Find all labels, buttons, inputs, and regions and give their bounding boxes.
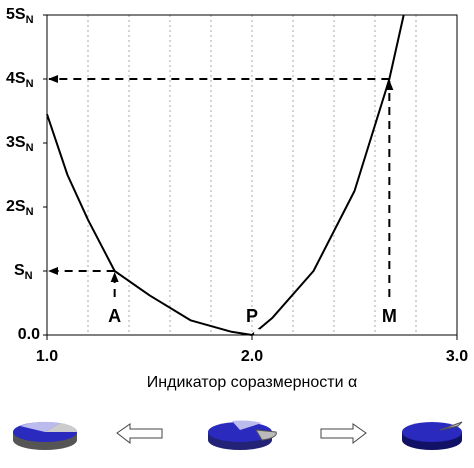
arrow-left-icon	[116, 423, 163, 445]
plot	[46, 14, 405, 337]
x-tick-label: 3.0	[446, 348, 468, 365]
y-tick-label-sub: N	[26, 142, 34, 154]
y-tick-label-main: 4S	[6, 70, 26, 87]
pie-icon	[208, 420, 277, 450]
y-tick-label-main: 5S	[6, 6, 26, 23]
annotation-label: A	[108, 306, 121, 326]
plot-frame	[46, 14, 458, 336]
y-tick-label-sub: N	[26, 78, 34, 90]
y-tick-label: 5SN	[6, 6, 34, 26]
y-tick-label: 3SN	[6, 134, 34, 154]
y-tick-label-sub: N	[26, 206, 34, 218]
y-tick-label-main: 3S	[6, 134, 26, 151]
y-tick-label-main: 2S	[6, 198, 26, 215]
curve	[46, 14, 405, 336]
y-tick-label: 4SN	[6, 70, 34, 90]
annotation-label: P	[246, 306, 258, 326]
annotations	[48, 75, 394, 297]
x-axis-title: Индикатор соразмерности α	[147, 374, 357, 391]
annotation-label: M	[382, 306, 397, 326]
x-tick-label: 1.0	[36, 348, 58, 365]
y-tick-label-main: S	[14, 262, 25, 279]
y-tick-label: 2SN	[6, 198, 34, 218]
y-tick-label-sub: N	[25, 270, 33, 282]
process-icons	[13, 420, 463, 450]
arrow-right-icon	[320, 423, 367, 445]
y-tick-label: 0.0	[18, 326, 40, 343]
point-marker	[254, 329, 262, 337]
y-tick-label-sub: N	[26, 14, 34, 26]
x-tick-label: 2.0	[241, 348, 263, 365]
pie-icon	[402, 421, 463, 450]
y-tick-label: SN	[14, 262, 33, 282]
y-tick-label-main: 0.0	[18, 326, 40, 343]
pie-icon	[13, 421, 78, 450]
grid	[43, 14, 458, 340]
